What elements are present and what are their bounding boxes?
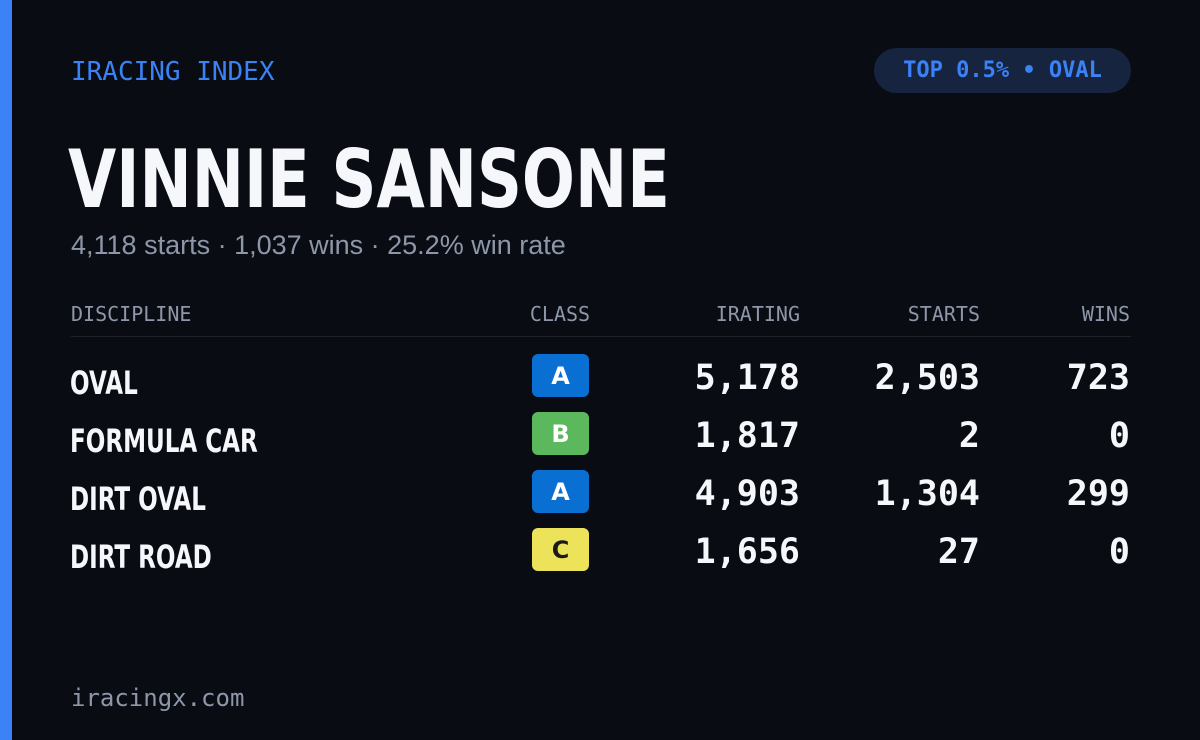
rank-badge: TOP 0.5% • OVAL — [874, 48, 1131, 93]
discipline-label: FORMULA CAR — [70, 422, 258, 460]
discipline-label: DIRT ROAD — [70, 538, 212, 576]
irating-value: 1,817 — [694, 416, 800, 456]
class-badge: A — [532, 470, 589, 513]
class-badge: A — [532, 354, 589, 397]
brand-title: IRACING INDEX — [71, 57, 275, 87]
class-badge: C — [532, 528, 589, 571]
starts-value: 2,503 — [874, 358, 980, 398]
table-row: DIRT ROAD C 1,656 27 0 — [0, 528, 1200, 586]
accent-bar — [0, 0, 12, 740]
discipline-label: OVAL — [70, 364, 138, 402]
wins-value: 299 — [1066, 474, 1130, 514]
header-divider — [71, 336, 1131, 337]
starts-value: 1,304 — [874, 474, 980, 514]
column-header-irating: IRATING — [715, 302, 800, 326]
wins-value: 0 — [1108, 416, 1130, 456]
starts-value: 2 — [958, 416, 980, 456]
table-row: FORMULA CAR B 1,817 2 0 — [0, 412, 1200, 470]
driver-summary: 4,118 starts · 1,037 wins · 25.2% win ra… — [71, 230, 566, 260]
wins-value: 723 — [1066, 358, 1130, 398]
wins-value: 0 — [1108, 532, 1130, 572]
starts-value: 27 — [937, 532, 980, 572]
column-header-starts: STARTS — [907, 302, 980, 326]
table-row: DIRT OVAL A 4,903 1,304 299 — [0, 470, 1200, 528]
column-header-discipline: DISCIPLINE — [71, 302, 192, 326]
discipline-label: DIRT OVAL — [70, 480, 206, 518]
table-row: OVAL A 5,178 2,503 723 — [0, 354, 1200, 412]
irating-value: 5,178 — [694, 358, 800, 398]
irating-value: 1,656 — [694, 532, 800, 572]
class-badge: B — [532, 412, 589, 455]
driver-name: VINNIE SANSONE — [68, 133, 670, 226]
irating-value: 4,903 — [694, 474, 800, 514]
footer-site: iracingx.com — [71, 684, 245, 712]
column-header-class: CLASS — [529, 302, 591, 326]
column-header-wins: WINS — [1081, 302, 1130, 326]
